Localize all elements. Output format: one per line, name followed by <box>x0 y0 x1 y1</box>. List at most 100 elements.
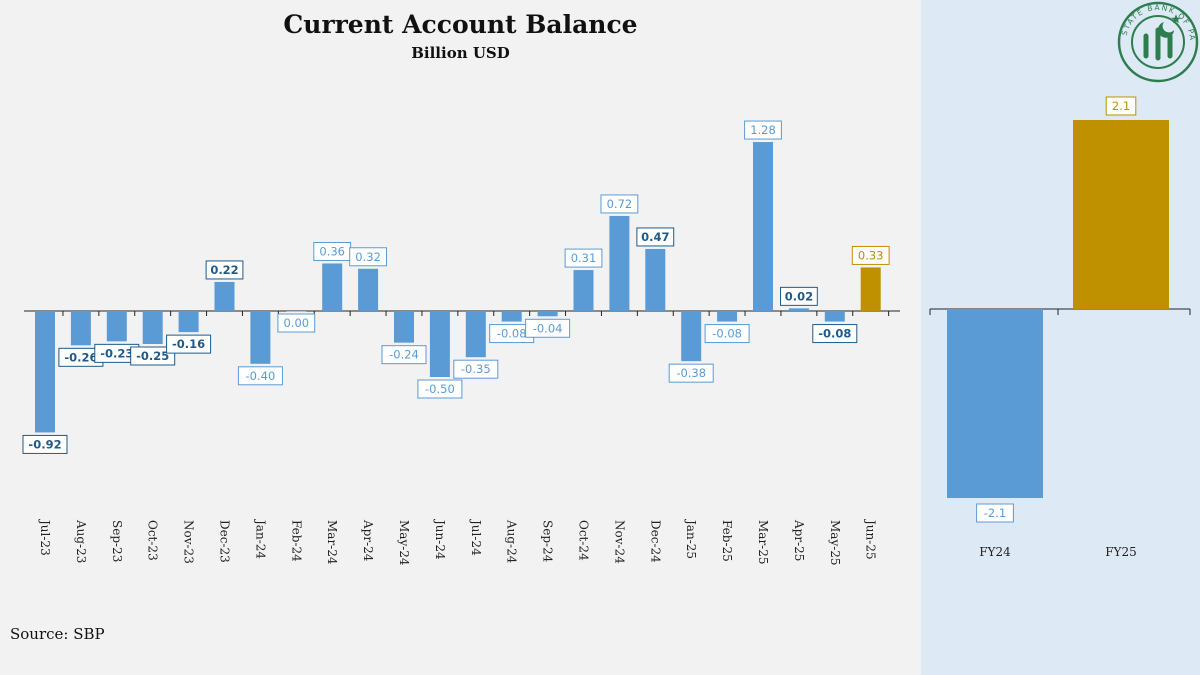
bar-aug-23 <box>70 311 91 346</box>
bar-aug-24 <box>501 311 522 322</box>
bar-nov-23 <box>178 311 199 333</box>
x-tick-label-sep-23: Sep-23 <box>110 520 124 562</box>
x-tick-label-jun-24: Jun-24 <box>433 518 447 560</box>
data-label-jul-24: -0.35 <box>461 362 491 376</box>
x-tick-label-may-24: May-24 <box>397 520 411 566</box>
x-tick-label-feb-25: Feb-25 <box>720 520 734 562</box>
data-label-mar-24: 0.36 <box>319 244 345 258</box>
data-label-jan-25-box <box>668 363 714 383</box>
data-label-dec-23-box <box>205 260 244 280</box>
chart-subtitle: Billion USD <box>411 44 510 62</box>
bar-dec-23 <box>214 281 235 311</box>
data-label-may-25: -0.08 <box>818 327 851 341</box>
x-tick-label-nov-23: Nov-23 <box>182 520 196 564</box>
data-label-jun-24-box <box>417 379 463 399</box>
logo-inner-ring <box>1131 15 1185 69</box>
x-tick-label-dec-23: Dec-23 <box>218 520 232 563</box>
x-tick-label-jan-25: Jan-25 <box>684 518 698 559</box>
bar-sep-23 <box>106 311 127 342</box>
x-tick-label-mar-25: Mar-25 <box>756 520 770 565</box>
bar-sep-24 <box>537 311 558 317</box>
data-label-oct-23-box <box>130 346 176 366</box>
data-label-jul-23: -0.92 <box>28 437 61 451</box>
x-tick-label-apr-25: Apr-25 <box>792 519 806 561</box>
data-label-feb-25: -0.08 <box>712 327 742 341</box>
data-label-fy24: -2.1 <box>984 506 1006 520</box>
data-label-may-24: -0.24 <box>389 348 419 362</box>
x-tick-label-aug-23: Aug-23 <box>74 519 88 563</box>
data-label-jun-25: 0.33 <box>858 248 884 262</box>
x-tick-label-jan-24: Jan-24 <box>253 518 267 559</box>
source-note: Source: SBP <box>10 625 105 643</box>
data-label-sep-23: -0.23 <box>100 346 133 360</box>
data-label-jun-24: -0.50 <box>425 382 455 396</box>
x-tick-label-may-25: May-25 <box>828 520 842 566</box>
x-tick-label-nov-24: Nov-24 <box>612 520 626 564</box>
bar-fy24 <box>947 309 1043 498</box>
data-label-apr-25: 0.02 <box>785 289 813 303</box>
data-label-nov-24-box <box>600 194 639 214</box>
data-label-dec-24-box <box>636 227 675 247</box>
data-label-jul-24-box <box>453 359 499 379</box>
bar-jan-24 <box>250 311 271 364</box>
x-tick-label-feb-24: Feb-24 <box>289 520 303 562</box>
data-label-may-25-box <box>812 324 858 344</box>
x-tick-label-jun-25: Jun-25 <box>864 518 878 560</box>
bar-jun-24 <box>429 311 450 377</box>
bar-apr-25 <box>788 308 809 311</box>
x-tick-label-jul-23: Jul-23 <box>38 518 52 556</box>
state-bank-of-pakistan-logo: STATE BANK OF PAKISTAN <box>1116 0 1199 83</box>
data-label-jan-24: -0.40 <box>246 369 276 383</box>
bar-mar-25 <box>753 142 773 311</box>
data-label-feb-24-box <box>277 313 316 333</box>
bar-feb-24 <box>286 311 307 312</box>
logo-emblem <box>1143 27 1173 61</box>
data-label-nov-24: 0.72 <box>607 197 633 211</box>
bar-jul-24 <box>465 311 486 358</box>
bar-jan-25 <box>681 311 702 362</box>
bar-may-25 <box>824 311 845 322</box>
data-label-apr-24: 0.32 <box>355 250 381 264</box>
data-label-may-24-box <box>381 345 427 365</box>
x-tick-label-fy24: FY24 <box>979 545 1011 559</box>
data-label-fy24-box <box>976 503 1014 523</box>
data-label-oct-24: 0.31 <box>571 251 597 265</box>
bar-fy25 <box>1073 120 1169 309</box>
logo-crescent-icon <box>1158 22 1174 38</box>
data-label-fy25: 2.1 <box>1112 99 1130 113</box>
data-label-nov-23-box <box>166 334 212 354</box>
data-label-mar-25: 1.28 <box>750 123 776 137</box>
data-label-apr-25-box <box>780 286 818 306</box>
data-label-feb-25-box <box>704 324 750 344</box>
data-label-dec-24: 0.47 <box>641 230 669 244</box>
x-tick-label-mar-24: Mar-24 <box>325 520 339 565</box>
data-label-sep-24-box <box>525 318 571 338</box>
x-tick-label-sep-24: Sep-24 <box>541 520 555 563</box>
logo-outer-ring <box>1117 1 1199 83</box>
data-label-jan-24-box <box>237 366 283 386</box>
data-label-sep-24: -0.04 <box>533 321 563 335</box>
x-tick-label-oct-23: Oct-23 <box>146 520 160 561</box>
logo-star-icon <box>1171 14 1181 24</box>
chart-title: Current Account Balance <box>283 10 638 39</box>
data-label-aug-24: -0.08 <box>497 327 527 341</box>
data-label-fy25-box <box>1105 96 1137 116</box>
data-label-mar-25-box <box>744 120 782 140</box>
bar-jul-23 <box>35 311 55 433</box>
data-label-oct-24-box <box>564 248 603 268</box>
x-tick-label-aug-24: Aug-24 <box>505 519 519 564</box>
data-label-feb-24: 0.00 <box>283 316 309 330</box>
bar-nov-24 <box>609 215 630 311</box>
data-label-nov-23: -0.16 <box>172 337 205 351</box>
x-tick-label-jul-24: Jul-24 <box>469 518 483 556</box>
bar-apr-24 <box>358 268 379 311</box>
data-label-jan-25: -0.38 <box>676 366 706 380</box>
x-tick-label-apr-24: Apr-24 <box>361 519 375 562</box>
bar-may-24 <box>394 311 414 343</box>
bar-jun-25 <box>860 267 881 311</box>
x-tick-label-fy25: FY25 <box>1105 545 1137 559</box>
data-label-dec-23: 0.22 <box>210 263 238 277</box>
bar-feb-25 <box>717 311 738 322</box>
bar-dec-24 <box>645 248 666 311</box>
